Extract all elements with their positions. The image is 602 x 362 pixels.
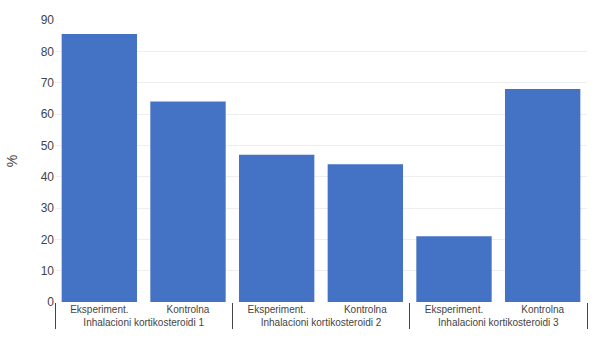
svg-text:60: 60 [41, 107, 55, 121]
svg-text:10: 10 [41, 264, 55, 278]
svg-text:Inhalacioni kortikosteroidi 3: Inhalacioni kortikosteroidi 3 [438, 317, 559, 328]
svg-text:80: 80 [41, 45, 55, 59]
svg-text:Eksperiment.: Eksperiment. [425, 304, 483, 315]
svg-text:70: 70 [41, 76, 55, 90]
svg-text:30: 30 [41, 201, 55, 215]
svg-text:Eksperiment.: Eksperiment. [70, 304, 128, 315]
svg-text:20: 20 [41, 233, 55, 247]
svg-text:Kontrolna: Kontrolna [344, 304, 387, 315]
svg-text:50: 50 [41, 139, 55, 153]
svg-text:Kontrolna: Kontrolna [521, 304, 564, 315]
svg-text:Inhalacioni kortikosteroidi 2: Inhalacioni kortikosteroidi 2 [261, 317, 382, 328]
svg-text:90: 90 [41, 13, 55, 27]
svg-text:Inhalacioni kortikosteroidi 1: Inhalacioni kortikosteroidi 1 [83, 317, 204, 328]
svg-text:40: 40 [41, 170, 55, 184]
svg-text:0: 0 [47, 295, 54, 309]
svg-text:Eksperiment.: Eksperiment. [247, 304, 305, 315]
svg-text:Kontrolna: Kontrolna [167, 304, 210, 315]
svg-text:%: % [4, 155, 20, 167]
